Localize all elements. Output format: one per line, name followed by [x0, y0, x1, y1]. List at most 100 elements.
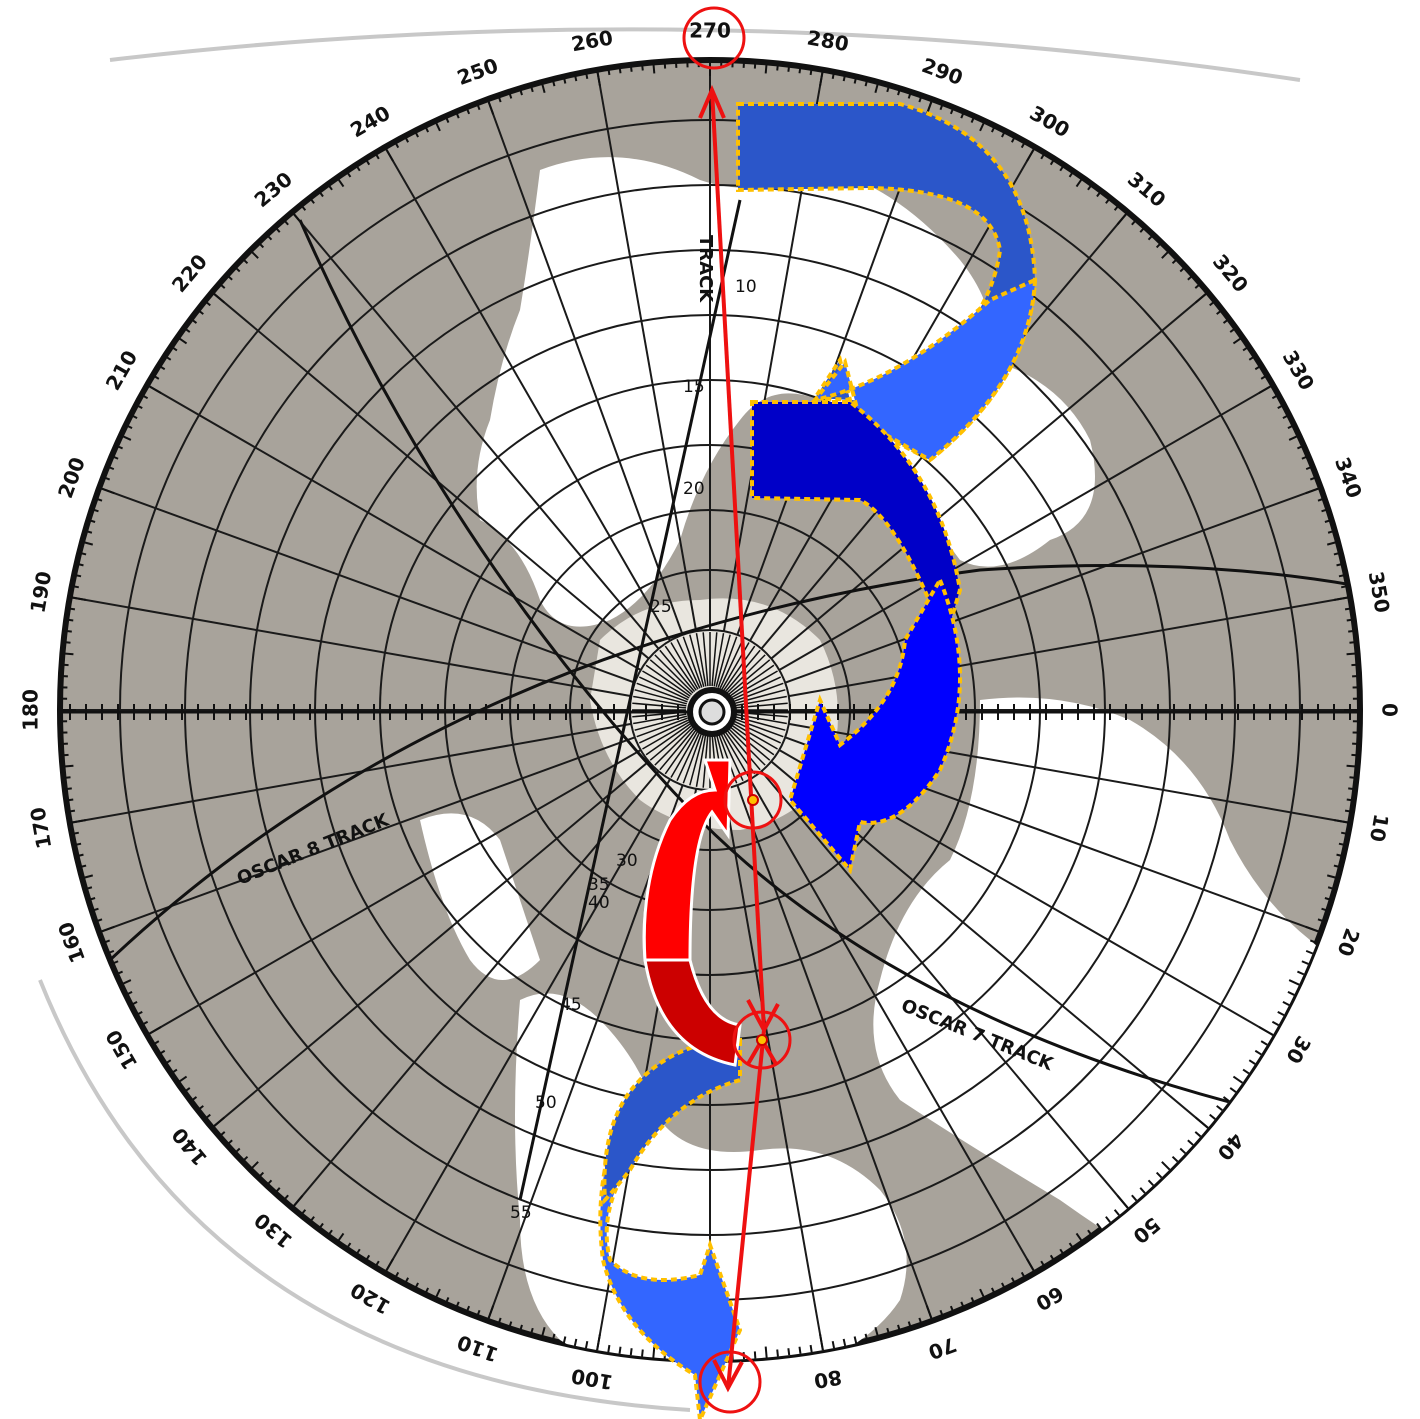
degree-tick: [69, 596, 86, 601]
pole-spoke: [730, 721, 778, 750]
degree-tick: [79, 551, 87, 556]
degree-tick: [183, 327, 191, 333]
degree-tick: [374, 1260, 380, 1268]
degree-tick: [66, 798, 74, 802]
pole-spoke: [632, 711, 687, 718]
degree-tick: [1194, 1131, 1202, 1138]
blue-arrow-top-light: [809, 276, 1038, 463]
degree-tick: [1087, 1229, 1093, 1237]
degree-tick: [91, 907, 99, 912]
degree-tick: [257, 1171, 265, 1179]
degree-tick: [1282, 1001, 1290, 1006]
degree-tick: [106, 949, 115, 955]
meridian-line: [788, 596, 1351, 698]
degree-tick: [1209, 300, 1216, 307]
degree-tick: [291, 1195, 304, 1209]
degree-tick: [529, 1327, 534, 1336]
degree-tick: [152, 374, 160, 380]
pole-spoke: [642, 721, 690, 750]
degree-tick: [1327, 886, 1336, 891]
degree-tick: [226, 274, 233, 281]
degree-tick: [551, 1333, 556, 1341]
pole-spoke: [634, 689, 688, 705]
degree-tick: [265, 233, 273, 241]
meridian-line: [736, 784, 934, 1322]
degree-tick: [540, 81, 546, 94]
degree-tick: [309, 197, 315, 204]
degree-tick: [1179, 1147, 1187, 1155]
degree-tick: [1209, 1113, 1216, 1120]
azimuth-label-170: 170: [25, 805, 56, 850]
degree-tick: [897, 88, 901, 96]
ocean-west: [420, 813, 540, 980]
pole-spoke: [654, 726, 694, 766]
degree-tick: [1288, 979, 1300, 986]
pole-spoke: [645, 664, 691, 697]
degree-tick: [63, 641, 71, 644]
degree-tick: [842, 73, 847, 82]
degree-tick: [1020, 1271, 1027, 1279]
degree-tick: [1187, 274, 1194, 281]
degree-tick: [809, 1344, 813, 1353]
degree-tick: [1187, 1139, 1194, 1146]
degree-tick: [141, 393, 149, 400]
pole-spoke: [729, 664, 775, 697]
azimuth-label-270: 270: [689, 19, 731, 43]
meridian-line: [384, 778, 671, 1274]
pole-spoke: [682, 732, 703, 784]
location-dot-lower: [756, 1034, 768, 1046]
azimuth-label-320: 320: [1208, 250, 1253, 297]
pole-spoke: [711, 632, 718, 687]
degree-tick: [211, 291, 225, 304]
degree-tick: [1324, 519, 1332, 523]
degree-tick: [355, 1248, 361, 1256]
degree-tick: [130, 414, 138, 419]
degree-tick: [183, 1087, 191, 1093]
azimuth-label-40: 40: [1212, 1128, 1248, 1165]
degree-tick: [1317, 497, 1325, 502]
pole-spoke: [731, 719, 782, 744]
degree-tick: [508, 91, 513, 99]
degree-tick: [111, 960, 119, 965]
degree-tick: [309, 1216, 315, 1223]
degree-tick: [519, 1324, 523, 1332]
pole-spoke: [732, 689, 786, 705]
degree-tick: [336, 1232, 345, 1244]
degree-tick: [842, 1338, 847, 1347]
degree-tick: [197, 1105, 204, 1111]
pole-spoke: [730, 670, 778, 699]
degree-tick: [1001, 1282, 1006, 1290]
degree-tick: [1131, 218, 1138, 226]
degree-tick: [95, 918, 103, 923]
degree-tick: [1344, 607, 1353, 611]
pole-spoke: [670, 730, 699, 778]
pole-spoke: [733, 702, 788, 709]
degree-tick: [218, 282, 226, 289]
degree-tick: [596, 69, 601, 86]
red-path-line: [698, 84, 780, 1393]
degree-tick: [562, 76, 567, 84]
degree-tick: [1195, 291, 1209, 304]
degree-tick: [81, 874, 94, 880]
red-arrow-upper: [642, 758, 732, 962]
degree-tick: [1288, 434, 1300, 441]
degree-tick: [1242, 345, 1250, 352]
degree-tick: [652, 1346, 656, 1358]
degree-tick: [1340, 831, 1349, 836]
pole-spoke: [642, 670, 690, 699]
degree-tick: [300, 1209, 307, 1216]
degree-tick: [364, 1254, 371, 1262]
degree-tick: [71, 831, 80, 836]
meridian-line: [749, 778, 1036, 1274]
degree-tick: [444, 1297, 450, 1305]
highlight-circle-lower: [732, 1010, 792, 1070]
degree-tick: [1222, 1096, 1230, 1102]
azimuth-label-240: 240: [346, 101, 394, 143]
degree-tick: [1334, 819, 1351, 824]
degree-tick: [1040, 152, 1046, 160]
meridian-line: [291, 211, 660, 650]
pole-spoke: [732, 682, 784, 703]
degree-tick: [164, 1059, 172, 1065]
degree-tick: [1040, 1260, 1046, 1268]
